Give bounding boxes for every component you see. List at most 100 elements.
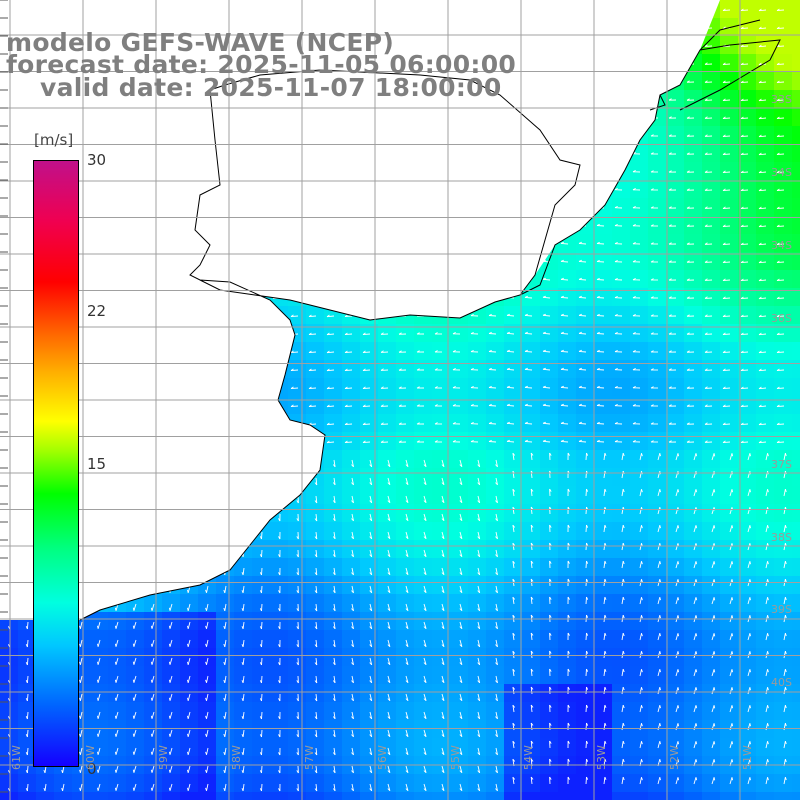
wind-arrow bbox=[224, 585, 227, 593]
wind-arrow-head bbox=[423, 572, 427, 576]
wind-speed-cell bbox=[738, 450, 757, 469]
wind-arrow-head bbox=[758, 188, 762, 192]
wind-speed-cell bbox=[684, 126, 703, 145]
wind-speed-cell bbox=[342, 486, 361, 505]
wind-arrow bbox=[776, 135, 785, 138]
wind-speed-cell bbox=[702, 792, 721, 800]
wind-arrow-head bbox=[686, 296, 690, 299]
wind-speed-cell bbox=[756, 612, 775, 631]
wind-speed-cell bbox=[738, 288, 757, 307]
wind-speed-cell bbox=[144, 630, 163, 649]
wind-speed-cell bbox=[324, 396, 343, 415]
wind-arrow bbox=[747, 471, 751, 479]
wind-arrow bbox=[315, 603, 318, 612]
wind-arrow bbox=[722, 81, 731, 84]
wind-arrow-head bbox=[326, 350, 330, 354]
wind-speed-cell bbox=[630, 648, 649, 667]
wind-arrow-head bbox=[560, 259, 564, 262]
wind-arrow-head bbox=[506, 331, 510, 334]
wind-speed-cell bbox=[414, 684, 433, 703]
wind-arrow-head bbox=[586, 488, 589, 492]
wind-arrow-head bbox=[632, 422, 636, 425]
wind-speed-cell bbox=[594, 630, 613, 649]
wind-speed-cell bbox=[720, 252, 739, 271]
wind-speed-cell bbox=[774, 216, 793, 235]
wind-speed-cell bbox=[702, 450, 721, 469]
wind-speed-cell bbox=[486, 468, 505, 487]
wind-arrow-head bbox=[758, 314, 762, 318]
wind-arrow-head bbox=[578, 241, 582, 244]
wind-speed-cell bbox=[792, 792, 800, 800]
wind-speed-cell bbox=[306, 576, 325, 595]
wind-arrow bbox=[542, 314, 551, 317]
wind-arrow bbox=[506, 386, 515, 389]
wind-speed-cell bbox=[756, 72, 775, 91]
wind-speed-cell bbox=[666, 270, 685, 289]
wind-arrow bbox=[657, 453, 661, 461]
wind-arrow bbox=[477, 495, 481, 503]
wind-speed-cell bbox=[774, 612, 793, 631]
wind-arrow-head bbox=[205, 607, 207, 611]
wind-speed-cell bbox=[756, 648, 775, 667]
wind-arrow-head bbox=[704, 440, 708, 443]
wind-speed-cell bbox=[558, 306, 577, 325]
wind-speed-cell bbox=[738, 108, 757, 127]
wind-speed-cell bbox=[630, 360, 649, 379]
wind-arrow bbox=[603, 525, 606, 533]
wind-speed-cell bbox=[792, 702, 800, 721]
wind-arrow-head bbox=[351, 590, 354, 594]
wind-arrow-head bbox=[524, 367, 528, 370]
wind-speed-cell bbox=[612, 360, 631, 379]
wind-arrow bbox=[765, 543, 769, 551]
wind-speed-cell bbox=[252, 792, 271, 800]
wind-arrow-head bbox=[470, 439, 474, 443]
wind-speed-cell bbox=[252, 648, 271, 667]
wind-arrow-head bbox=[740, 296, 744, 299]
wind-arrow-head bbox=[604, 578, 607, 582]
wind-speed-cell bbox=[522, 414, 541, 433]
wind-arrow-head bbox=[776, 422, 780, 425]
wind-speed-cell bbox=[576, 720, 595, 739]
wind-arrow bbox=[758, 405, 767, 408]
wind-arrow-head bbox=[423, 536, 427, 540]
wind-arrow-head bbox=[650, 422, 654, 425]
wind-arrow-head bbox=[650, 170, 654, 173]
wind-arrow-head bbox=[677, 525, 680, 529]
wind-arrow-head bbox=[416, 440, 420, 443]
wind-speed-cell bbox=[360, 432, 379, 451]
wind-arrow-head bbox=[740, 80, 744, 83]
wind-arrow bbox=[729, 507, 733, 515]
wind-arrow-head bbox=[650, 440, 654, 443]
wind-arrow bbox=[740, 81, 749, 84]
wind-speed-cell bbox=[324, 504, 343, 523]
wind-speed-cell bbox=[540, 468, 559, 487]
wind-arrow-head bbox=[668, 188, 672, 191]
wind-arrow-head bbox=[530, 596, 534, 600]
wind-arrow-head bbox=[668, 98, 672, 101]
wind-arrow-head bbox=[686, 440, 690, 443]
wind-speed-cell bbox=[414, 432, 433, 451]
wind-arrow-head bbox=[278, 590, 281, 594]
wind-speed-cell bbox=[702, 342, 721, 361]
wind-arrow-head bbox=[296, 572, 299, 576]
wind-arrow bbox=[657, 471, 661, 479]
wind-arrow-head bbox=[784, 452, 787, 457]
wind-arrow bbox=[758, 351, 767, 354]
wind-arrow-head bbox=[477, 572, 481, 576]
wind-arrow bbox=[776, 315, 785, 318]
wind-speed-cell bbox=[378, 504, 397, 523]
wind-arrow-head bbox=[740, 404, 744, 407]
wind-speed-cell bbox=[666, 306, 685, 325]
wind-speed-cell bbox=[666, 234, 685, 253]
wind-arrow-head bbox=[632, 278, 636, 281]
wind-speed-cell bbox=[684, 774, 703, 793]
wind-arrow-head bbox=[632, 260, 636, 263]
wind-speed-cell bbox=[360, 342, 379, 361]
wind-speed-cell bbox=[576, 504, 595, 523]
wind-speed-cell bbox=[612, 558, 631, 577]
wind-speed-cell bbox=[702, 324, 721, 343]
wind-arrow-head bbox=[351, 536, 354, 540]
wind-speed-cell bbox=[522, 378, 541, 397]
wind-arrow-head bbox=[405, 536, 409, 540]
wind-arrow-head bbox=[530, 488, 534, 492]
